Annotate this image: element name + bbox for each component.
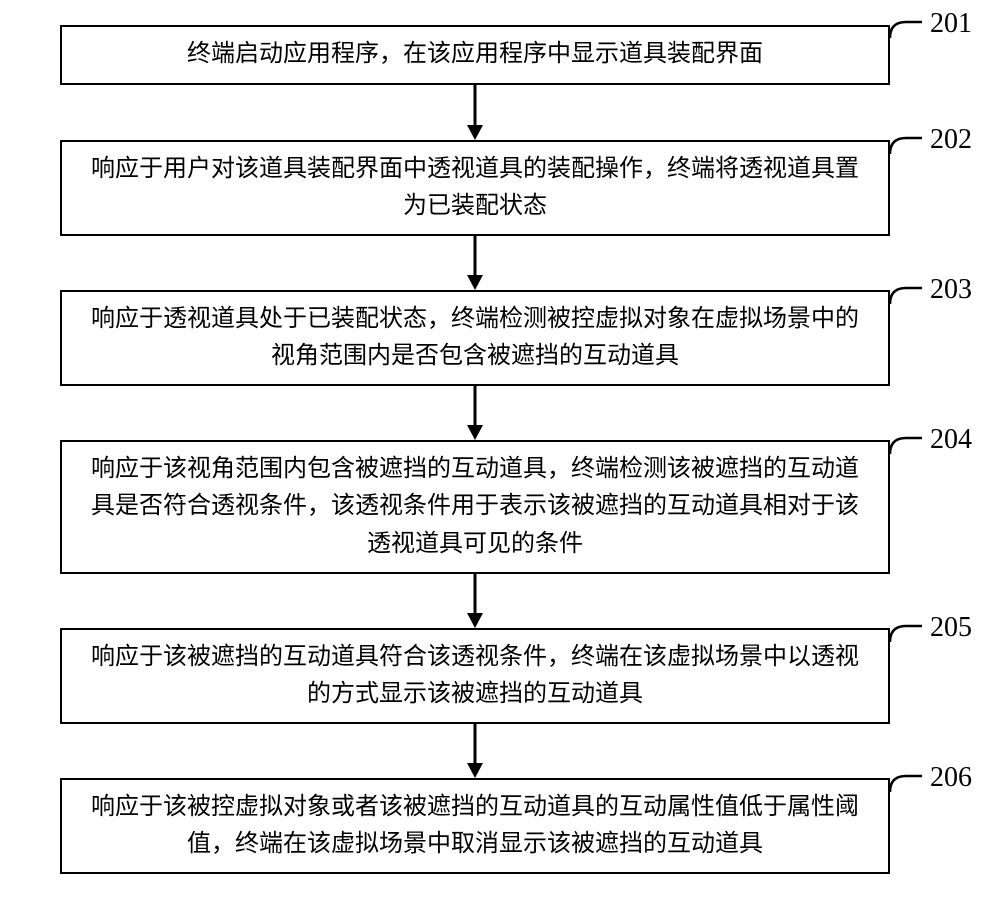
bracket-icon [888, 620, 932, 660]
arrow-down-icon [460, 85, 490, 140]
step-label-202: 202 [930, 124, 972, 156]
step-label-203: 203 [930, 274, 972, 306]
step-label-201: 201 [930, 8, 972, 40]
bracket-icon [888, 282, 932, 322]
step-label-206: 206 [930, 762, 972, 794]
arrow-down-icon [460, 236, 490, 290]
flow-node-text: 终端启动应用程序，在该应用程序中显示道具装配界面 [187, 36, 763, 73]
flow-node-text: 响应于该视角范围内包含被遮挡的互动道具，终端检测该被遮挡的互动道具是否符合透视条… [86, 451, 864, 563]
flow-node-text: 响应于用户对该道具装配界面中透视道具的装配操作，终端将透视道具置为已装配状态 [86, 151, 864, 225]
flow-node-text: 响应于该被遮挡的互动道具符合该透视条件，终端在该虚拟场景中以透视的方式显示该被遮… [86, 639, 864, 713]
bracket-icon [888, 770, 932, 810]
flowchart-canvas: 终端启动应用程序，在该应用程序中显示道具装配界面 响应于用户对该道具装配界面中透… [0, 0, 1000, 915]
flow-node-203: 响应于透视道具处于已装配状态，终端检测被控虚拟对象在虚拟场景中的视角范围内是否包… [60, 290, 890, 386]
flow-node-204: 响应于该视角范围内包含被遮挡的互动道具，终端检测该被遮挡的互动道具是否符合透视条… [60, 440, 890, 574]
step-label-204: 204 [930, 424, 972, 456]
flow-node-205: 响应于该被遮挡的互动道具符合该透视条件，终端在该虚拟场景中以透视的方式显示该被遮… [60, 628, 890, 724]
bracket-icon [888, 16, 932, 56]
flow-node-202: 响应于用户对该道具装配界面中透视道具的装配操作，终端将透视道具置为已装配状态 [60, 140, 890, 236]
bracket-icon [888, 132, 932, 172]
arrow-down-icon [460, 574, 490, 628]
flow-node-206: 响应于该被控虚拟对象或者该被遮挡的互动道具的互动属性值低于属性阈值，终端在该虚拟… [60, 778, 890, 874]
flow-node-201: 终端启动应用程序，在该应用程序中显示道具装配界面 [60, 25, 890, 85]
bracket-icon [888, 432, 932, 472]
flow-node-text: 响应于透视道具处于已装配状态，终端检测被控虚拟对象在虚拟场景中的视角范围内是否包… [86, 301, 864, 375]
flow-node-text: 响应于该被控虚拟对象或者该被遮挡的互动道具的互动属性值低于属性阈值，终端在该虚拟… [86, 789, 864, 863]
arrow-down-icon [460, 724, 490, 778]
step-label-205: 205 [930, 612, 972, 644]
arrow-down-icon [460, 386, 490, 440]
